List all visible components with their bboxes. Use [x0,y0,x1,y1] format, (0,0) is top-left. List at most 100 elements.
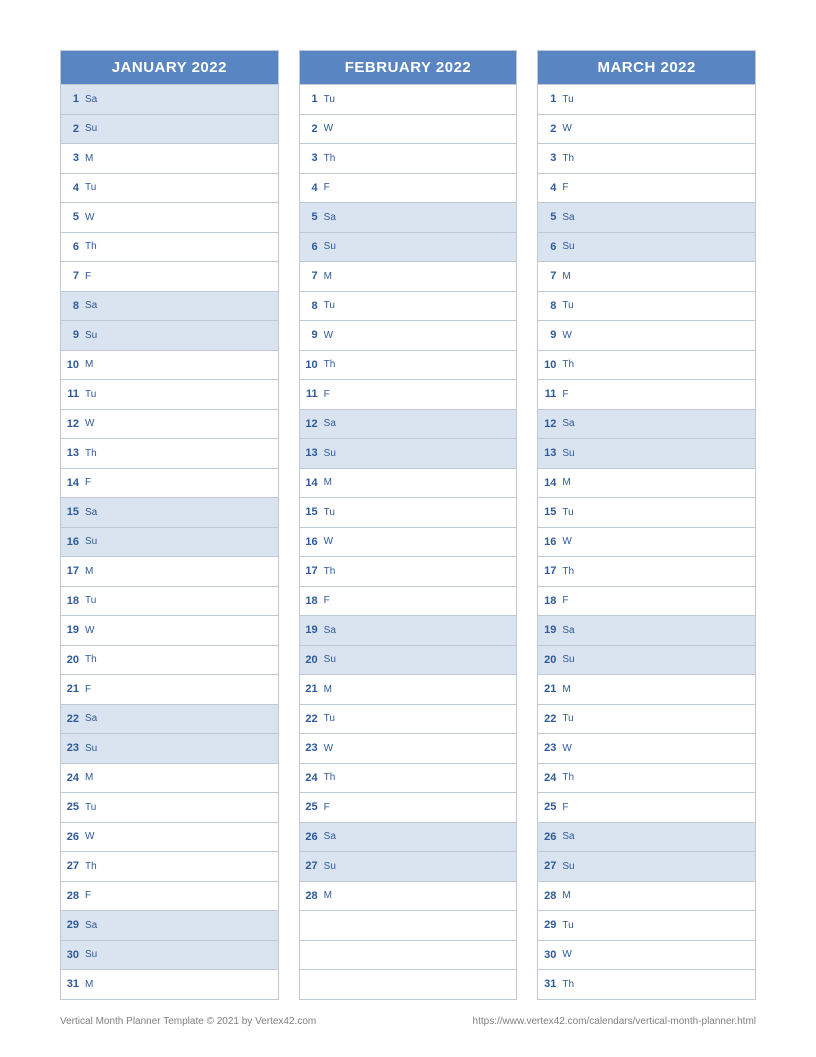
day-of-week: Tu [562,713,573,724]
day-of-week: F [85,684,91,695]
day-number: 13 [304,447,324,459]
day-number: 27 [542,860,562,872]
day-row: 12Sa [300,409,517,439]
day-row: 6Su [300,232,517,262]
day-number: 15 [304,506,324,518]
day-row: 17M [61,556,278,586]
day-number: 22 [542,713,562,725]
day-row: 23Su [61,733,278,763]
day-row: 18F [300,586,517,616]
day-number: 29 [542,919,562,931]
day-number: 6 [304,241,324,253]
day-number: 7 [304,270,324,282]
day-row: 2W [300,114,517,144]
day-row: 1Sa [61,84,278,114]
day-of-week: Tu [85,802,96,813]
day-row: 9W [538,320,755,350]
day-row: 15Sa [61,497,278,527]
day-row: 1Tu [538,84,755,114]
day-row: 14F [61,468,278,498]
day-row: 18F [538,586,755,616]
day-of-week: F [324,389,330,400]
day-row: 8Tu [538,291,755,321]
day-row: 18Tu [61,586,278,616]
day-number: 25 [304,801,324,813]
day-of-week: M [85,359,93,370]
day-row: 22Sa [61,704,278,734]
day-row: 2Su [61,114,278,144]
day-row: 1Tu [300,84,517,114]
day-number: 18 [65,595,85,607]
day-row: 29Tu [538,910,755,940]
day-row: 20Su [300,645,517,675]
day-of-week: Th [324,772,336,783]
day-row: 7M [300,261,517,291]
day-row: 25Tu [61,792,278,822]
day-row: 31Th [538,969,755,999]
day-of-week: Tu [562,507,573,518]
day-row: 16Su [61,527,278,557]
month-header: FEBRUARY 2022 [300,51,517,84]
day-of-week: Tu [324,713,335,724]
day-of-week: Sa [562,625,574,636]
day-of-week: M [85,153,93,164]
day-number: 5 [65,211,85,223]
day-of-week: Th [324,566,336,577]
day-number: 14 [65,477,85,489]
day-of-week: Sa [562,418,574,429]
day-row: 24Th [300,763,517,793]
day-of-week: Su [85,330,97,341]
day-of-week: W [562,536,571,547]
day-row: 22Tu [300,704,517,734]
day-row: 3M [61,143,278,173]
day-row: 26Sa [538,822,755,852]
day-of-week: Th [324,359,336,370]
day-row: 7M [538,261,755,291]
day-row-empty [300,940,517,970]
day-row: 11F [300,379,517,409]
day-number: 23 [542,742,562,754]
day-of-week: Th [85,448,97,459]
day-of-week: W [562,949,571,960]
day-of-week: Su [85,536,97,547]
day-number: 25 [542,801,562,813]
day-number: 28 [65,890,85,902]
day-of-week: Su [324,241,336,252]
day-number: 1 [542,93,562,105]
day-number: 30 [542,949,562,961]
day-number: 23 [304,742,324,754]
day-number: 28 [542,890,562,902]
day-row: 26Sa [300,822,517,852]
day-of-week: Th [562,566,574,577]
day-number: 28 [304,890,324,902]
day-row: 21F [61,674,278,704]
day-of-week: Sa [85,920,97,931]
day-of-week: F [562,182,568,193]
day-number: 20 [542,654,562,666]
day-number: 16 [65,536,85,548]
day-row: 23W [538,733,755,763]
day-row: 19W [61,615,278,645]
day-row: 11F [538,379,755,409]
month-column-0: JANUARY 2022 1Sa2Su3M4Tu5W6Th7F8Sa9Su10M… [60,50,279,1000]
day-row: 13Su [538,438,755,468]
day-row: 9Su [61,320,278,350]
day-row: 20Th [61,645,278,675]
day-number: 31 [65,978,85,990]
day-number: 12 [542,418,562,430]
day-of-week: M [324,271,332,282]
day-number: 18 [304,595,324,607]
day-number: 17 [542,565,562,577]
day-of-week: Su [324,861,336,872]
day-number: 13 [65,447,85,459]
day-row: 21M [300,674,517,704]
month-header: MARCH 2022 [538,51,755,84]
day-row: 8Tu [300,291,517,321]
day-number: 24 [65,772,85,784]
day-number: 19 [542,624,562,636]
day-number: 2 [542,123,562,135]
day-of-week: F [324,182,330,193]
day-of-week: F [85,890,91,901]
day-of-week: Su [562,861,574,872]
day-number: 21 [542,683,562,695]
